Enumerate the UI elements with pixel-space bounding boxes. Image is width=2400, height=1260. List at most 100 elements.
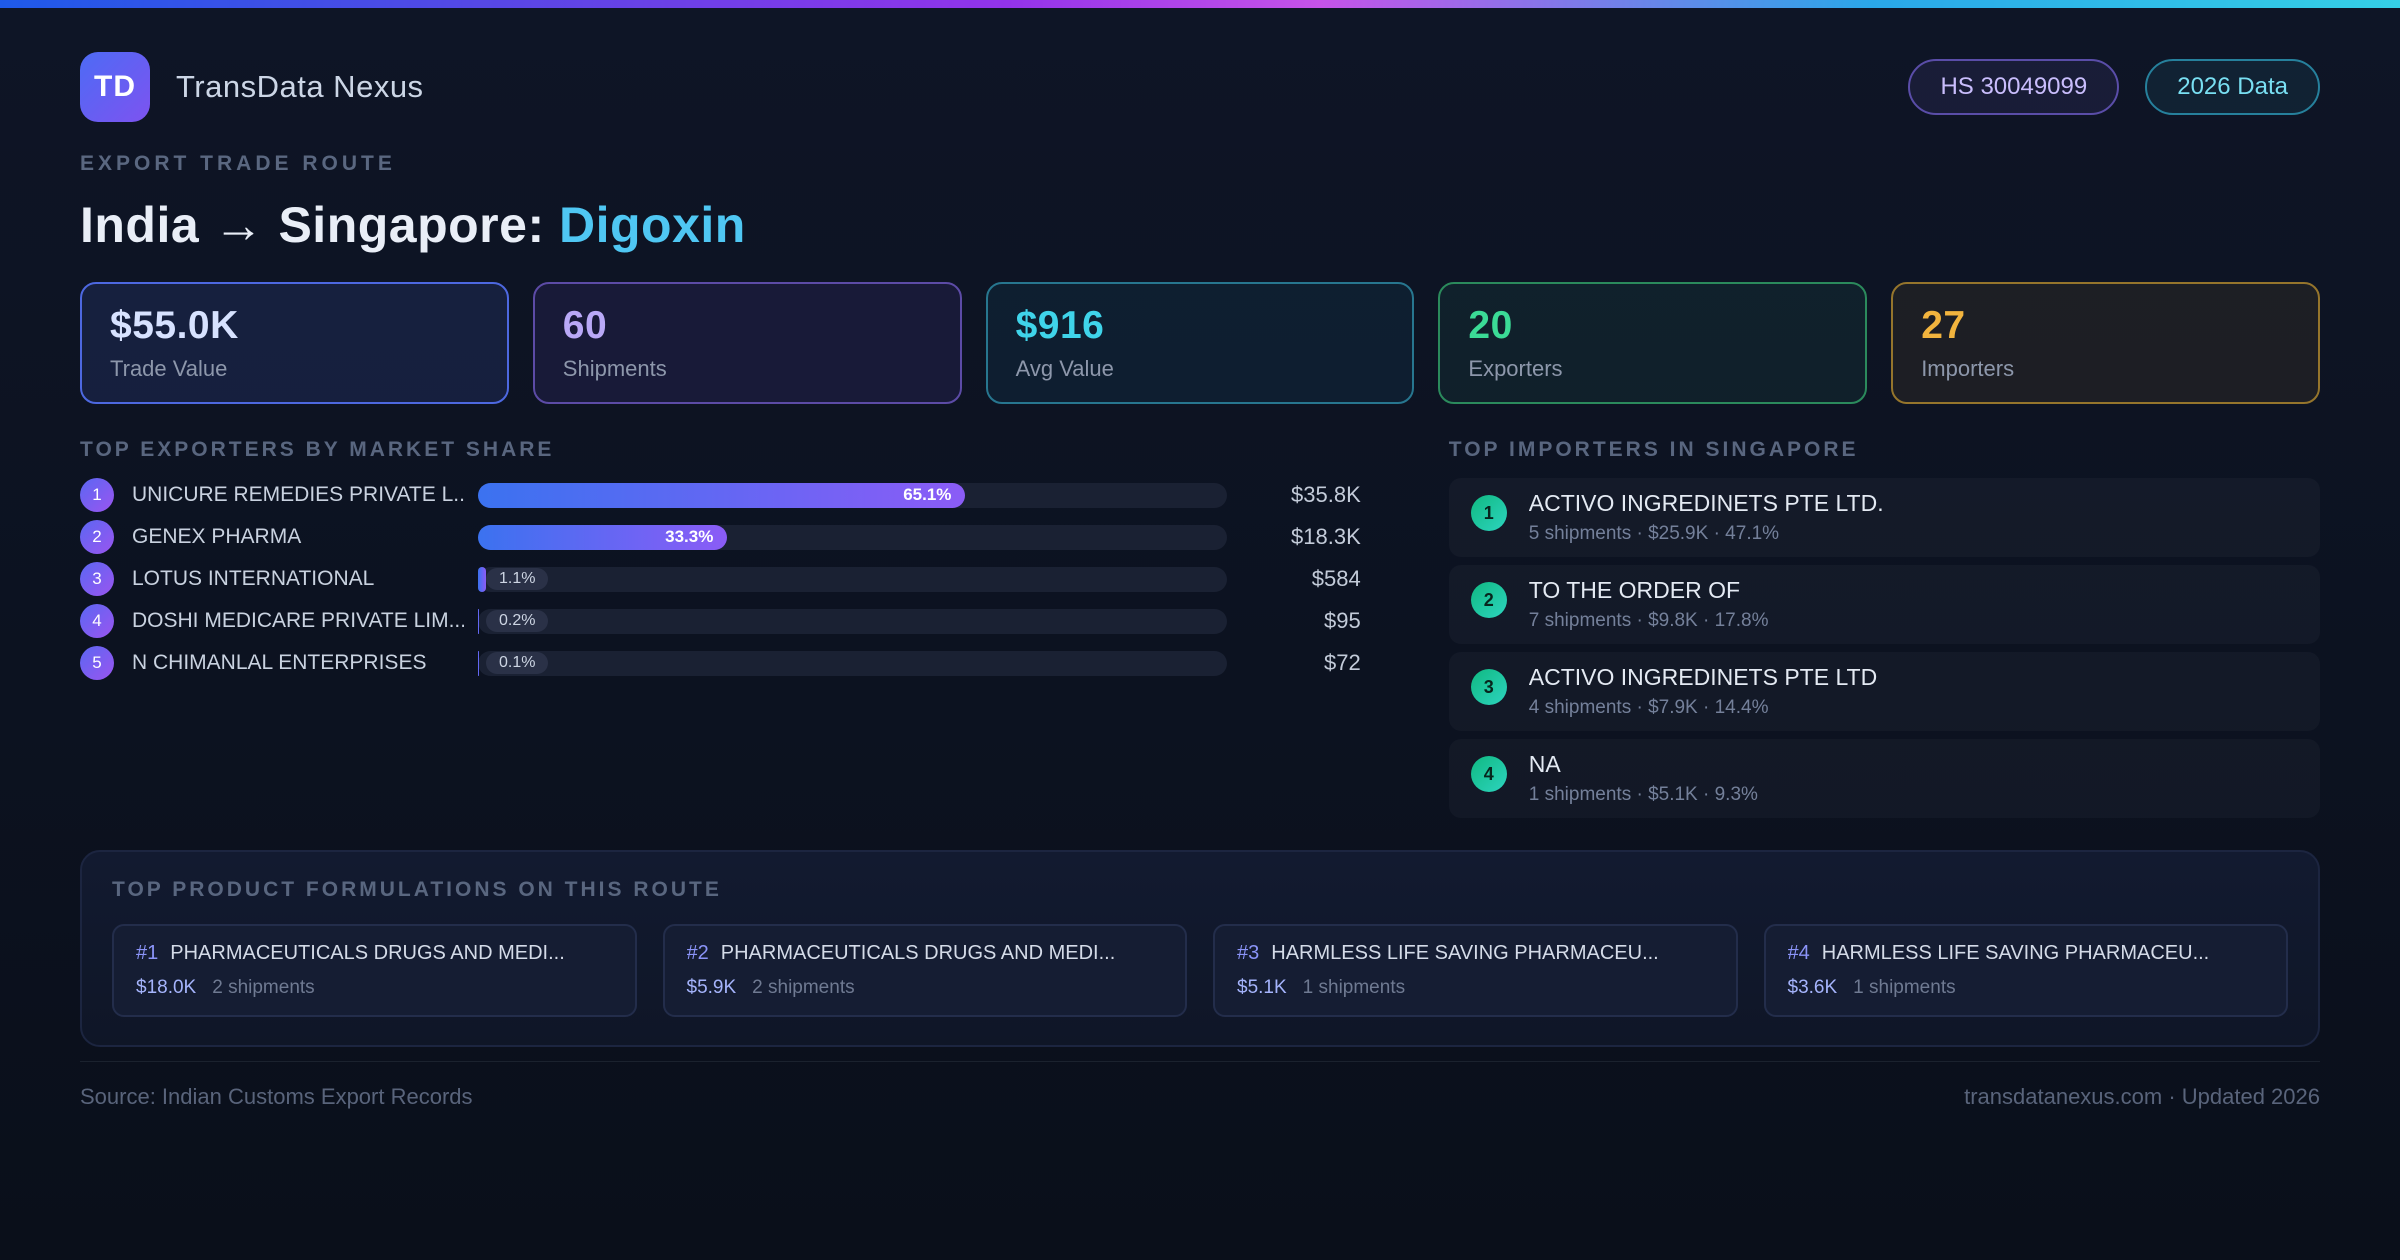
importer-row: 3 ACTIVO INGREDINETS PTE LTD 4 shipments… (1448, 652, 2320, 731)
market-share-bar: 65.1% (478, 482, 1227, 508)
formulation-name: HARMLESS LIFE SAVING PHARMACEU... (1271, 942, 1659, 964)
market-share-bar-fill: 33.3% (478, 524, 728, 550)
exporters-title: TOP EXPORTERS BY MARKET SHARE (80, 438, 555, 461)
stat-label: Trade Value (110, 356, 228, 381)
importer-row: 4 NA 1 shipments · $5.1K · 9.3% (1448, 739, 2320, 818)
importer-name: ACTIVO INGREDINETS PTE LTD. (1528, 490, 1884, 516)
formulation-stats: $3.6K 1 shipments (1788, 977, 2265, 999)
header: TD TransData Nexus HS 30049099 2026 Data (80, 52, 2320, 122)
formulation-value: $3.6K (1787, 977, 1838, 998)
exporter-value: $584 (1311, 566, 1361, 591)
formulation-rank: #1 (136, 942, 159, 964)
formulation-shipments: 1 shipments (1853, 977, 1956, 998)
formulation-rank: #3 (1237, 942, 1260, 964)
exporter-row: 2 GENEX PHARMA 33.3% $18.3K (80, 520, 1361, 554)
formulation-rank: #2 (686, 942, 709, 964)
market-share-percent: 33.3% (665, 527, 714, 546)
market-share-bar-fill: 65.1% (478, 482, 966, 508)
importer-name: TO THE ORDER OF (1528, 577, 1741, 603)
accent-top-bar (0, 0, 2400, 8)
formulations-title: TOP PRODUCT FORMULATIONS ON THIS ROUTE (112, 878, 722, 901)
formulation-value: $5.9K (686, 977, 737, 998)
stat-label: Avg Value (1015, 356, 1114, 381)
exporter-rank-badge: 1 (80, 478, 114, 512)
formulation-stats: $5.1K 1 shipments (1237, 977, 1714, 999)
exporter-value: $35.8K (1291, 482, 1361, 507)
formulation-heading: #1 PHARMACEUTICALS DRUGS AND MEDI... (136, 942, 613, 965)
importer-details: 5 shipments · $25.9K · 47.1% (1528, 523, 1780, 544)
footer-site: transdatanexus.com · Updated 2026 (1964, 1084, 2320, 1109)
stat-label: Shipments (562, 356, 667, 381)
market-share-bar: 1.1% (478, 566, 1227, 592)
formulation-shipments: 2 shipments (212, 977, 315, 998)
exporter-row: 5 N CHIMANLAL ENTERPRISES 0.1% $72 (80, 646, 1361, 680)
importer-text: NA 1 shipments · $5.1K · 9.3% (1529, 751, 1758, 806)
importer-details: 7 shipments · $9.8K · 17.8% (1528, 610, 1769, 631)
route-eyebrow: EXPORT TRADE ROUTE (80, 152, 396, 175)
importer-rank-badge: 1 (1470, 495, 1507, 531)
exporter-rank-badge: 2 (80, 520, 114, 554)
market-share-bar-fill (478, 650, 479, 676)
importer-row: 1 ACTIVO INGREDINETS PTE LTD. 5 shipment… (1448, 478, 2320, 557)
footer: Source: Indian Customs Export Records tr… (80, 1061, 2320, 1110)
stat-card: $916 Avg Value (985, 282, 1415, 404)
exporter-row: 4 DOSHI MEDICARE PRIVATE LIM... 0.2% $95 (80, 604, 1361, 638)
formulation-shipments: 2 shipments (752, 977, 855, 998)
stat-card: 60 Shipments (532, 282, 962, 404)
stat-value: $55.0K (110, 304, 239, 347)
stat-label: Importers (1921, 356, 2015, 381)
market-share-bar-fill (478, 608, 480, 634)
formulations-panel: TOP PRODUCT FORMULATIONS ON THIS ROUTE #… (80, 850, 2320, 1047)
exporter-list: 1 UNICURE REMEDIES PRIVATE L... 65.1% $3… (80, 478, 1361, 680)
importer-rank-badge: 4 (1470, 756, 1507, 792)
importer-name: ACTIVO INGREDINETS PTE LTD (1528, 664, 1878, 690)
year-data-badge[interactable]: 2026 Data (2145, 59, 2320, 115)
importer-details: 4 shipments · $7.9K · 14.4% (1528, 697, 1769, 718)
exporter-value: $72 (1324, 650, 1361, 675)
stat-value: 60 (562, 304, 608, 347)
formulation-value: $5.1K (1237, 977, 1287, 998)
market-share-bar-fill (478, 566, 487, 592)
exporter-name: GENEX PHARMA (132, 525, 302, 548)
formulation-name: PHARMACEUTICALS DRUGS AND MEDI... (170, 942, 565, 964)
formulation-heading: #2 PHARMACEUTICALS DRUGS AND MEDI... (687, 942, 1164, 965)
exporter-value: $18.3K (1291, 524, 1361, 549)
formulation-rank: #4 (1787, 942, 1810, 964)
stats-row: $55.0K Trade Value 60 Shipments $916 Avg… (80, 282, 2320, 404)
formulation-heading: #3 HARMLESS LIFE SAVING PHARMACEU... (1237, 942, 1714, 965)
importer-list: 1 ACTIVO INGREDINETS PTE LTD. 5 shipment… (1448, 478, 2320, 818)
app-logo: TD (80, 52, 150, 122)
importer-text: TO THE ORDER OF 7 shipments · $9.8K · 17… (1529, 577, 1769, 632)
formulation-card: #4 HARMLESS LIFE SAVING PHARMACEU... $3.6… (1763, 924, 2288, 1017)
exporter-name: UNICURE REMEDIES PRIVATE L... (132, 483, 464, 506)
formulation-heading: #4 HARMLESS LIFE SAVING PHARMACEU... (1788, 942, 2265, 965)
stat-value: 20 (1468, 304, 1513, 347)
stat-card: $55.0K Trade Value (80, 282, 509, 404)
exporter-rank-badge: 3 (80, 562, 114, 596)
market-share-percent: 1.1% (486, 568, 549, 590)
market-share-bar: 33.3% (478, 524, 1227, 550)
formulation-card: #1 PHARMACEUTICALS DRUGS AND MEDI... $18.… (112, 924, 637, 1017)
formulation-name: HARMLESS LIFE SAVING PHARMACEU... (1821, 942, 2210, 964)
hs-code-badge[interactable]: HS 30049099 (1908, 59, 2120, 115)
importer-rank-badge: 2 (1470, 582, 1507, 618)
importer-text: ACTIVO INGREDINETS PTE LTD 4 shipments ·… (1529, 664, 1877, 719)
market-share-percent: 65.1% (903, 485, 952, 504)
formulation-stats: $18.0K 2 shipments (136, 977, 613, 999)
page-title: India → Singapore: Digoxin (80, 196, 2320, 254)
formulation-name: PHARMACEUTICALS DRUGS AND MEDI... (720, 942, 1116, 964)
exporter-rank-badge: 4 (80, 604, 114, 638)
exporter-row: 3 LOTUS INTERNATIONAL 1.1% $584 (80, 562, 1361, 596)
importer-row: 2 TO THE ORDER OF 7 shipments · $9.8K · … (1448, 565, 2320, 644)
market-share-bar: 0.2% (478, 608, 1227, 634)
formulation-card-list: #1 PHARMACEUTICALS DRUGS AND MEDI... $18.… (112, 924, 2288, 1017)
market-share-percent: 0.2% (486, 610, 549, 632)
stat-value: $916 (1015, 304, 1105, 347)
importer-text: ACTIVO INGREDINETS PTE LTD. 5 shipments … (1529, 490, 1884, 545)
importer-details: 1 shipments · $5.1K · 9.3% (1528, 784, 1758, 805)
exporter-name: LOTUS INTERNATIONAL (132, 567, 375, 590)
exporter-name: N CHIMANLAL ENTERPRISES (132, 651, 427, 674)
formulation-card: #3 HARMLESS LIFE SAVING PHARMACEU... $5.1… (1213, 924, 1738, 1017)
page: TD TransData Nexus HS 30049099 2026 Data… (0, 8, 2400, 1110)
exporters-section: TOP EXPORTERS BY MARKET SHARE 1 UNICURE … (80, 438, 1361, 680)
